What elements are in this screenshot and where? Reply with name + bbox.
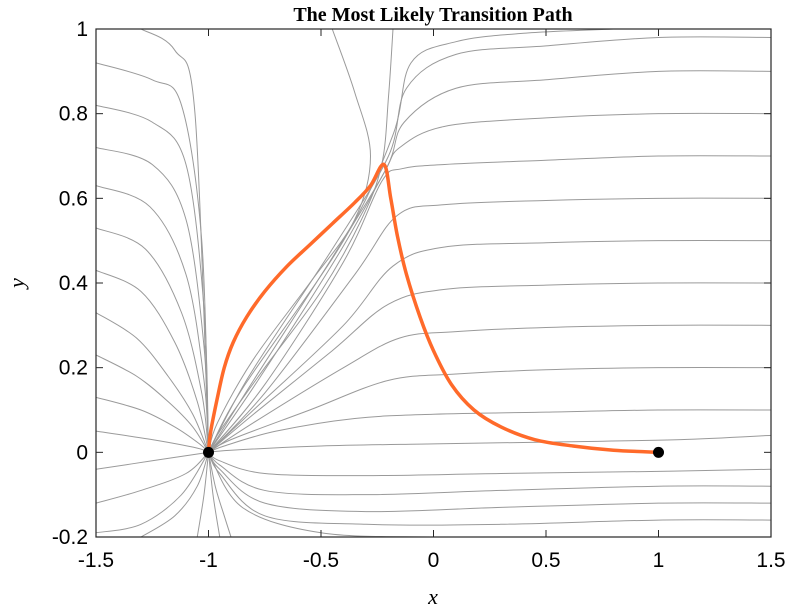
flow-line <box>208 452 771 526</box>
flow-line <box>96 104 209 453</box>
x-axis-label: x <box>427 584 438 609</box>
flow-line <box>196 452 209 537</box>
x-tick-label: 1.5 <box>756 549 785 572</box>
transition-path-layer <box>206 162 661 455</box>
flow-line <box>96 451 209 470</box>
flow-line <box>140 452 209 537</box>
flow-line <box>96 451 209 504</box>
flow-line <box>208 70 771 453</box>
x-tick-label: -0.5 <box>303 549 339 572</box>
flow-line <box>96 396 209 453</box>
transition-path-line <box>206 162 661 455</box>
equilibrium-point <box>203 446 214 458</box>
flow-line <box>96 62 209 453</box>
flow-line <box>96 312 209 453</box>
flow-line <box>208 112 771 453</box>
chart-title: The Most Likely Transition Path <box>293 4 572 26</box>
flow-line <box>96 185 209 453</box>
x-tick-label: -1 <box>199 549 218 572</box>
flow-line <box>208 29 394 453</box>
x-tick-label: 0.5 <box>531 549 560 572</box>
x-tick-label: -1.5 <box>78 549 114 572</box>
flow-line <box>208 452 232 537</box>
x-tick-label: 1 <box>653 549 665 572</box>
ticks-layer: -1.5 -1 -0.5 0 0.5 1 1.5 -0.2 0 0.2 0.4 0.6 0.8 1 <box>52 18 786 572</box>
flow-line <box>96 227 209 453</box>
y-tick-label: 0 <box>76 441 88 464</box>
flow-line <box>208 282 771 453</box>
y-tick-label: 0.8 <box>59 103 88 126</box>
flow-line <box>96 354 209 453</box>
y-tick-label: 0.6 <box>59 187 88 210</box>
flow-line <box>208 29 372 453</box>
flow-line <box>208 197 771 453</box>
flow-lines <box>96 29 771 537</box>
y-axis-label: y <box>4 278 29 290</box>
equilibrium-point <box>653 446 664 458</box>
flow-line <box>208 29 614 453</box>
flow-line <box>208 36 771 453</box>
points-layer <box>203 446 664 458</box>
flow-line <box>208 367 771 453</box>
flow-line <box>208 240 771 453</box>
flow-line <box>208 451 771 477</box>
flow-line <box>96 430 209 453</box>
y-tick-label: 0.4 <box>59 272 89 295</box>
flow-line <box>208 451 771 496</box>
flow-line <box>208 452 771 513</box>
y-tick-label: -0.2 <box>52 526 88 549</box>
flow-line <box>208 155 771 453</box>
x-tick-label: 0 <box>428 549 440 572</box>
flow-line <box>140 29 209 453</box>
flow-line <box>208 434 771 453</box>
flow-line <box>96 269 209 453</box>
flow-line <box>96 452 209 534</box>
flow-line <box>208 324 771 453</box>
y-tick-label: 1 <box>76 18 88 41</box>
flow-line <box>208 452 221 537</box>
flow-line <box>208 409 771 453</box>
y-tick-label: 0.2 <box>59 357 88 380</box>
